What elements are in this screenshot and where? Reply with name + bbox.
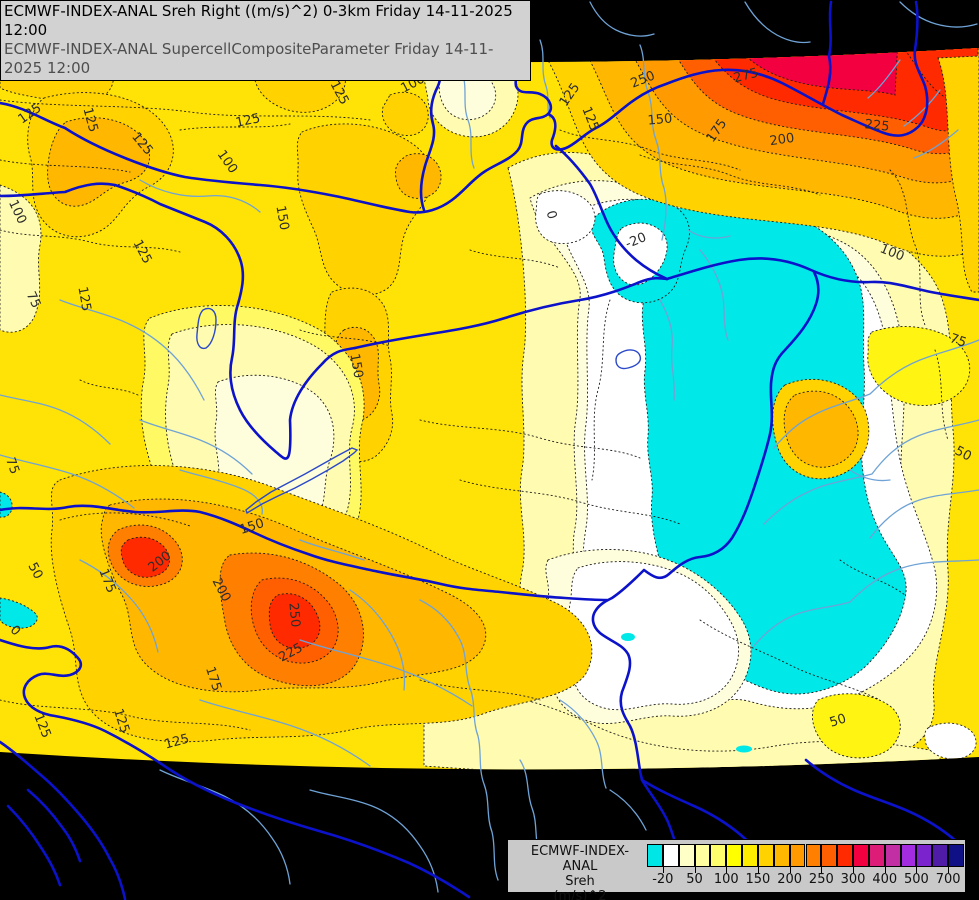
legend-swatch <box>662 844 679 867</box>
legend-tick-label: 300 <box>840 872 866 887</box>
legend-swatch <box>789 844 806 867</box>
legend-swatch <box>837 844 854 867</box>
legend-tick-label: 100 <box>713 872 739 887</box>
lake-tisza <box>615 349 642 370</box>
legend-tick-label: 500 <box>904 872 929 887</box>
legend-tick <box>916 867 918 873</box>
legend-model-name: ECMWF-INDEX-ANAL <box>530 844 630 874</box>
contour-fill-layer <box>0 44 979 770</box>
legend-tick <box>853 867 855 873</box>
legend-swatch <box>694 844 711 867</box>
legend-tick <box>726 867 728 873</box>
river-danube-west <box>0 42 553 214</box>
legend-swatch <box>916 844 933 867</box>
legend-swatch <box>932 844 949 867</box>
river-tisza-branch <box>821 0 833 106</box>
legend-swatch <box>647 844 663 867</box>
title-box: ECMWF-INDEX-ANAL Sreh Right ((m/s)^2) 0-… <box>0 0 531 81</box>
legend-tick-label: 250 <box>808 872 834 887</box>
legend-tick-label: 700 <box>935 872 961 887</box>
legend-swatch <box>948 844 964 867</box>
legend-swatch <box>726 844 743 867</box>
legend-swatch <box>821 844 838 867</box>
legend-swatch <box>805 844 822 867</box>
river-sava <box>0 638 471 899</box>
legend-swatch <box>710 844 727 867</box>
river-danube-mid <box>353 257 979 350</box>
legend-swatch <box>900 844 917 867</box>
legend-tick-label: 400 <box>872 872 898 887</box>
legend-tick-label: -20 <box>652 872 674 887</box>
legend-tick <box>757 867 759 873</box>
legend-tick <box>884 867 886 873</box>
legend-swatch <box>884 844 901 867</box>
legend-tick <box>694 867 696 873</box>
river-lower-branch <box>0 182 357 460</box>
legend-parameter: Sreh <box>565 874 595 889</box>
legend: ECMWF-INDEX-ANAL Sreh (m/s)^2 -20 50 100 15… <box>507 839 966 900</box>
title-line-1: ECMWF-INDEX-ANAL Sreh Right ((m/s)^2) 0-… <box>4 2 513 39</box>
legend-swatch <box>678 844 695 867</box>
legend-text: ECMWF-INDEX-ANAL Sreh (m/s)^2 <box>514 844 646 900</box>
river-tisza-north <box>546 0 929 151</box>
coastline-adriatic <box>0 740 127 900</box>
legend-tick <box>789 867 791 873</box>
legend-swatch <box>773 844 790 867</box>
legend-tick <box>948 867 950 873</box>
legend-tick-label: 50 <box>686 872 703 887</box>
river-tisza-south <box>591 270 820 854</box>
legend-units: (m/s)^2 <box>553 889 607 900</box>
lake-neusiedl <box>196 307 217 350</box>
river-drava <box>0 504 609 602</box>
title-line-2: ECMWF-INDEX-ANAL SupercellCompositeParam… <box>4 40 494 77</box>
legend-tick <box>662 867 664 873</box>
lake-balaton <box>245 447 359 515</box>
river-danube-southeast <box>554 144 669 281</box>
legend-swatch <box>757 844 774 867</box>
legend-swatch <box>742 844 758 867</box>
legend-tick-label: 200 <box>777 872 803 887</box>
legend-swatch <box>853 844 869 867</box>
lakes <box>196 307 642 515</box>
legend-tick <box>821 867 823 873</box>
legend-tick-label: 150 <box>745 872 771 887</box>
legend-swatch <box>868 844 885 867</box>
river-bosnia <box>804 758 958 843</box>
